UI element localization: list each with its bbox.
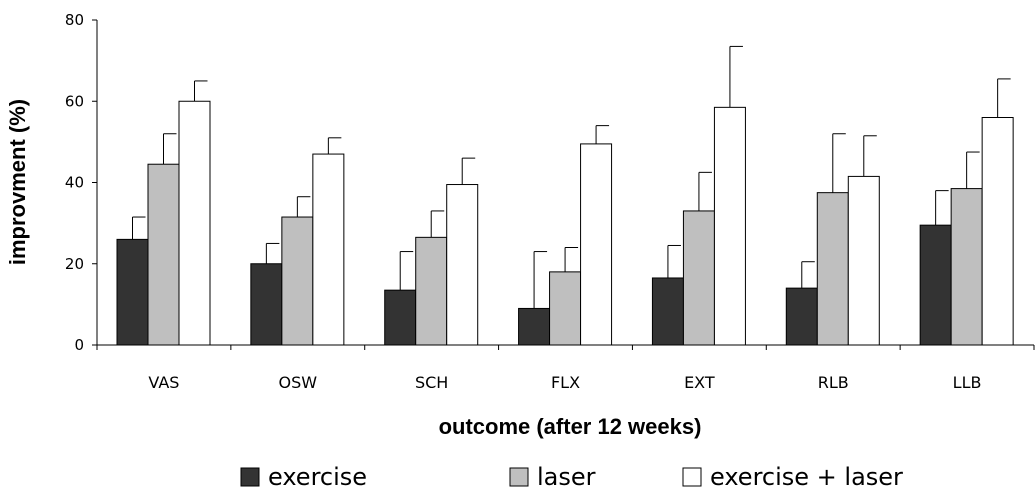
x-axis: VAS OSW SCH FLX EXT RLB LLB <box>96 344 1035 392</box>
bar <box>816 192 849 346</box>
legend-label: exercise + laser <box>710 463 903 491</box>
bar <box>713 106 746 346</box>
y-axis-title: improvment (%) <box>5 99 30 265</box>
bar <box>651 277 684 346</box>
bar <box>981 117 1014 346</box>
x-tick-label: SCH <box>415 373 448 392</box>
x-tick-label: VAS <box>148 373 179 392</box>
bar <box>950 188 983 346</box>
x-tick-label: OSW <box>278 373 317 392</box>
legend-swatch <box>509 467 529 487</box>
x-tick-label: FLX <box>551 373 580 392</box>
bar <box>549 271 582 346</box>
bar <box>518 307 551 346</box>
bar <box>281 216 314 346</box>
bar <box>580 143 613 346</box>
legend-swatch <box>240 467 260 487</box>
bar <box>682 210 715 346</box>
bar <box>847 175 880 346</box>
legend-label: exercise <box>268 463 367 491</box>
bar <box>312 153 345 346</box>
bar <box>785 287 818 346</box>
bar <box>446 184 479 346</box>
y-axis: 0 20 40 60 80 <box>65 11 98 354</box>
bar <box>147 163 180 346</box>
x-tick-label: RLB <box>818 373 849 392</box>
y-tick-label: 40 <box>65 174 84 192</box>
legend-swatch <box>682 467 702 487</box>
bar <box>250 263 283 346</box>
y-tick-label: 60 <box>65 92 84 110</box>
bar <box>178 100 211 346</box>
x-axis-title: outcome (after 12 weeks) <box>439 414 702 439</box>
y-tick-label: 0 <box>74 336 84 354</box>
x-tick-label: EXT <box>684 373 715 392</box>
legend: exercise laser exercise + laser <box>240 463 903 491</box>
bar <box>919 224 952 346</box>
legend-label: laser <box>537 463 596 491</box>
bar <box>415 236 448 346</box>
y-tick-label: 20 <box>65 255 84 273</box>
bars <box>116 100 1014 346</box>
x-tick-label: LLB <box>953 373 982 392</box>
y-tick-label: 80 <box>65 11 84 29</box>
bar <box>384 289 417 346</box>
error-bars <box>132 45 1011 309</box>
bar <box>116 238 149 346</box>
